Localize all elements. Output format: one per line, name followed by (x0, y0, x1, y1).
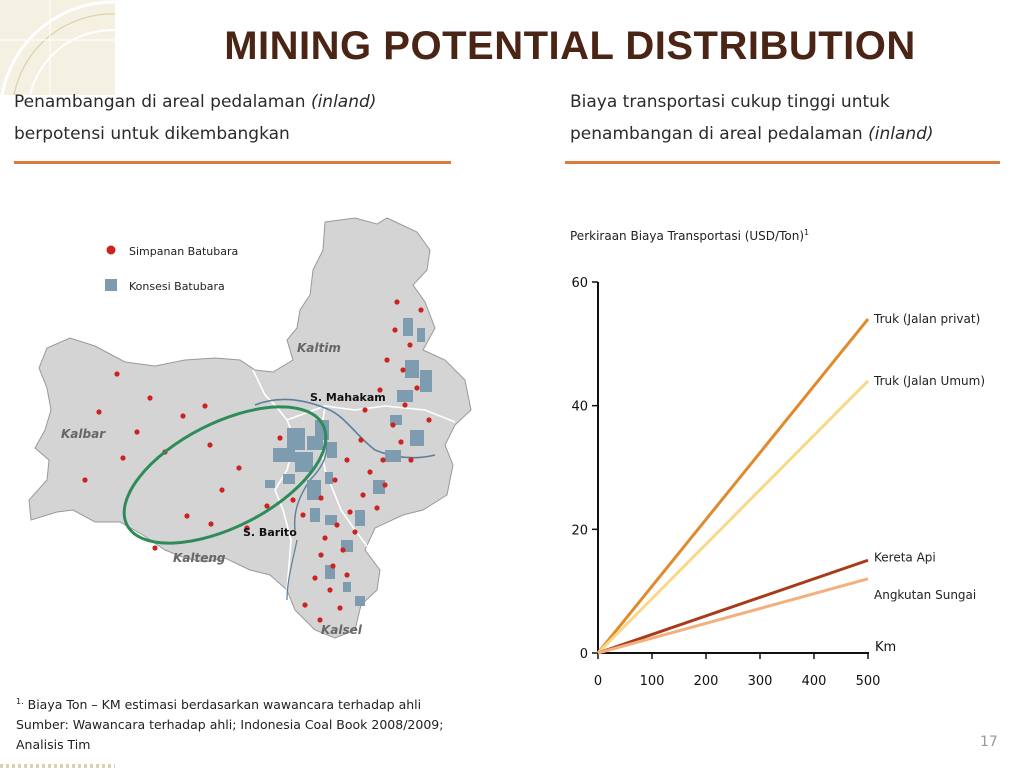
red-dot-icon (106, 245, 116, 255)
highlight-ellipse (122, 405, 328, 545)
legend-label-deposit: Simpanan Batubara (129, 245, 238, 258)
right-divider (565, 161, 1000, 164)
right-heading-line2: penambangan di areal pedalaman (570, 124, 869, 144)
map-label-kalbar: Kalbar (61, 427, 106, 441)
x-tick-label: 500 (856, 674, 881, 689)
y-tick-label: 0 (580, 647, 588, 662)
left-heading-italic: (inland) (310, 92, 377, 112)
chart-lines (596, 318, 870, 655)
y-tick-label: 40 (571, 400, 588, 415)
footnote-marker: 1. (16, 697, 24, 706)
series-label: Truk (Jalan privat) (873, 312, 980, 326)
footnote-line1: Biaya Ton – KM estimasi berdasarkan wawa… (27, 697, 422, 713)
series-line (596, 318, 870, 654)
right-heading-italic: (inland) (868, 124, 934, 144)
series-line (597, 577, 869, 655)
x-tick-label: 0 (594, 674, 602, 689)
map-label-kaltim: Kaltim (297, 341, 341, 355)
series-label: Truk (Jalan Umum) (873, 374, 985, 388)
series-line (596, 379, 870, 655)
y-tick-label: 20 (571, 523, 588, 538)
series-label: Kereta Api (874, 550, 936, 564)
transport-cost-chart: 0 20 40 60 0 100 200 300 400 500 Km Truk (Jalan pr… (571, 276, 985, 689)
map-label-barito: S. Barito (243, 526, 297, 539)
bottom-decoration (0, 764, 115, 768)
chart-title-text: Perkiraan Biaya Transportasi (USD/Ton) (570, 229, 805, 243)
left-heading-text: Penambangan di areal pedalaman (14, 92, 311, 112)
y-tick-label: 60 (571, 276, 588, 291)
kalimantan-landmass (28, 217, 472, 639)
series-label: Angkutan Sungai (874, 588, 976, 602)
chart-axes: 0 20 40 60 0 100 200 300 400 500 Km (571, 276, 896, 689)
footnote-line2: Sumber: Wawancara terhadap ahli; Indones… (16, 717, 444, 733)
series-line (597, 558, 869, 655)
chart-title-footnote-marker: 1 (804, 228, 810, 237)
map-label-mahakam: S. Mahakam (310, 391, 386, 404)
map-label-kalteng: Kalteng (173, 551, 226, 565)
x-tick-label: 300 (748, 674, 773, 689)
legend-label-concession: Konsesi Batubara (129, 280, 225, 293)
x-axis-label: Km (875, 640, 896, 655)
left-heading: Penambangan di areal pedalaman (inland) … (14, 86, 454, 150)
kalimantan-map: Simpanan Batubara Konsesi Batubara Kalti… (28, 217, 472, 639)
blue-square-icon (105, 279, 117, 291)
x-tick-label: 100 (640, 674, 665, 689)
chart-series-labels: Truk (Jalan privat) Truk (Jalan Umum) Kere… (873, 312, 985, 602)
page-number: 17 (980, 734, 998, 750)
x-tick-label: 200 (694, 674, 719, 689)
x-tick-label: 400 (802, 674, 827, 689)
footnote-line3: Analisis Tim (16, 737, 91, 753)
left-divider (14, 161, 451, 164)
page-title: MINING POTENTIAL DISTRIBUTION (224, 24, 916, 68)
map-label-kalsel: Kalsel (321, 623, 363, 637)
right-heading: Biaya transportasi cukup tinggi untuk pe… (570, 86, 1010, 150)
right-heading-line1: Biaya transportasi cukup tinggi untuk (570, 92, 890, 112)
coal-deposit-dots (82, 299, 432, 623)
footnote: 1. Biaya Ton – KM estimasi berdasarkan w… (16, 692, 443, 755)
chart-title: Perkiraan Biaya Transportasi (USD/Ton)1 (570, 228, 809, 243)
corner-decoration (0, 0, 115, 95)
left-heading-line2: berpotensi untuk dikembangkan (14, 124, 290, 144)
